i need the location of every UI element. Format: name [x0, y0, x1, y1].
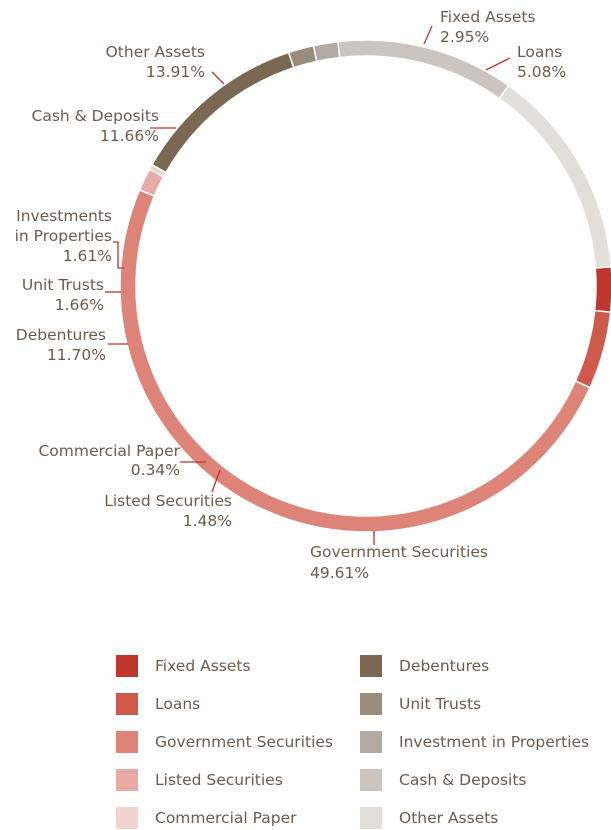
legend-swatch [360, 807, 382, 829]
leader-other-assets [211, 71, 225, 85]
slice-loans [574, 309, 611, 389]
legend-swatch [360, 655, 382, 677]
legend-item-cash-deposits: Cash & Deposits [360, 768, 527, 792]
legend-swatch [116, 769, 138, 791]
donut-slices [119, 39, 611, 533]
slice-other-assets [498, 84, 611, 269]
donut-chart: Fixed Assets 2.95% Loans 5.08% Governmen… [15, 8, 611, 582]
slice-government-securities [119, 188, 592, 533]
slice-cash-deposits [337, 39, 510, 100]
legend-label: Loans [155, 695, 201, 713]
legend-swatch [116, 807, 138, 829]
label-fixed-assets-name: Fixed Assets [440, 8, 536, 26]
legend-label: Commercial Paper [155, 809, 297, 827]
leader-lines [105, 25, 511, 545]
label-investments-in-properties-line2: in Properties [15, 227, 112, 245]
legend-item-fixed-assets: Fixed Assets [116, 654, 251, 678]
label-listed-securities-value: 1.48% [183, 512, 232, 530]
label-listed-securities-name: Listed Securities [104, 492, 232, 510]
label-fixed-assets-value: 2.95% [440, 28, 489, 46]
slice-unit-trusts [287, 44, 318, 69]
leader-fixed-assets [423, 25, 433, 45]
legend-item-listed-securities: Listed Securities [116, 768, 283, 792]
legend-label: Listed Securities [155, 771, 283, 789]
legend-swatch [116, 693, 138, 715]
label-commercial-paper-name: Commercial Paper [38, 442, 180, 460]
legend-label: Investment in Properties [399, 733, 590, 751]
legend-swatch [360, 769, 382, 791]
legend-item-commercial-paper: Commercial Paper [116, 806, 297, 830]
legend-swatch [360, 731, 382, 753]
leader-loans [485, 57, 511, 71]
leader-listed-securities [211, 469, 221, 493]
legend-item-unit-trusts: Unit Trusts [360, 692, 481, 716]
legend-item-other-assets: Other Assets [360, 806, 498, 830]
label-investments-in-properties-value: 1.61% [63, 247, 112, 265]
legend-item-loans: Loans [116, 692, 200, 716]
legend-item-debentures: Debentures [360, 654, 489, 678]
legend-label: Unit Trusts [399, 695, 482, 713]
label-cash-deposits-value: 11.66% [100, 127, 159, 145]
legend-label: Other Assets [399, 809, 499, 827]
label-other-assets-value: 13.91% [146, 63, 205, 81]
legend-item-investment-in-properties: Investment in Properties [360, 730, 589, 754]
legend-swatch [360, 693, 382, 715]
label-debentures-value: 11.70% [47, 346, 106, 364]
label-investments-in-properties-line1: Investments [16, 207, 112, 225]
legend-label: Fixed Assets [155, 657, 251, 675]
slice-investments-in-properties [312, 40, 341, 63]
label-commercial-paper-value: 0.34% [131, 461, 180, 479]
leader-investments-in-properties [113, 241, 124, 269]
label-government-securities-name: Government Securities [310, 543, 488, 561]
label-unit-trusts-name: Unit Trusts [22, 276, 104, 294]
label-loans-value: 5.08% [517, 63, 566, 81]
label-government-securities-value: 49.61% [310, 564, 369, 582]
legend-swatch [116, 731, 138, 753]
label-loans-name: Loans [517, 43, 562, 61]
legend-label: Government Securities [155, 733, 333, 751]
label-other-assets-name: Other Assets [106, 43, 205, 61]
slice-fixed-assets [593, 265, 611, 314]
legend-swatch [116, 655, 138, 677]
legend-label: Debentures [399, 657, 490, 675]
legend: Fixed Assets Loans Government Securities… [116, 648, 611, 830]
legend-label: Cash & Deposits [399, 771, 527, 789]
label-debentures-name: Debentures [16, 326, 106, 344]
legend-item-government-securities: Government Securities [116, 730, 333, 754]
label-cash-deposits-name: Cash & Deposits [32, 107, 160, 125]
label-unit-trusts-value: 1.66% [55, 296, 104, 314]
